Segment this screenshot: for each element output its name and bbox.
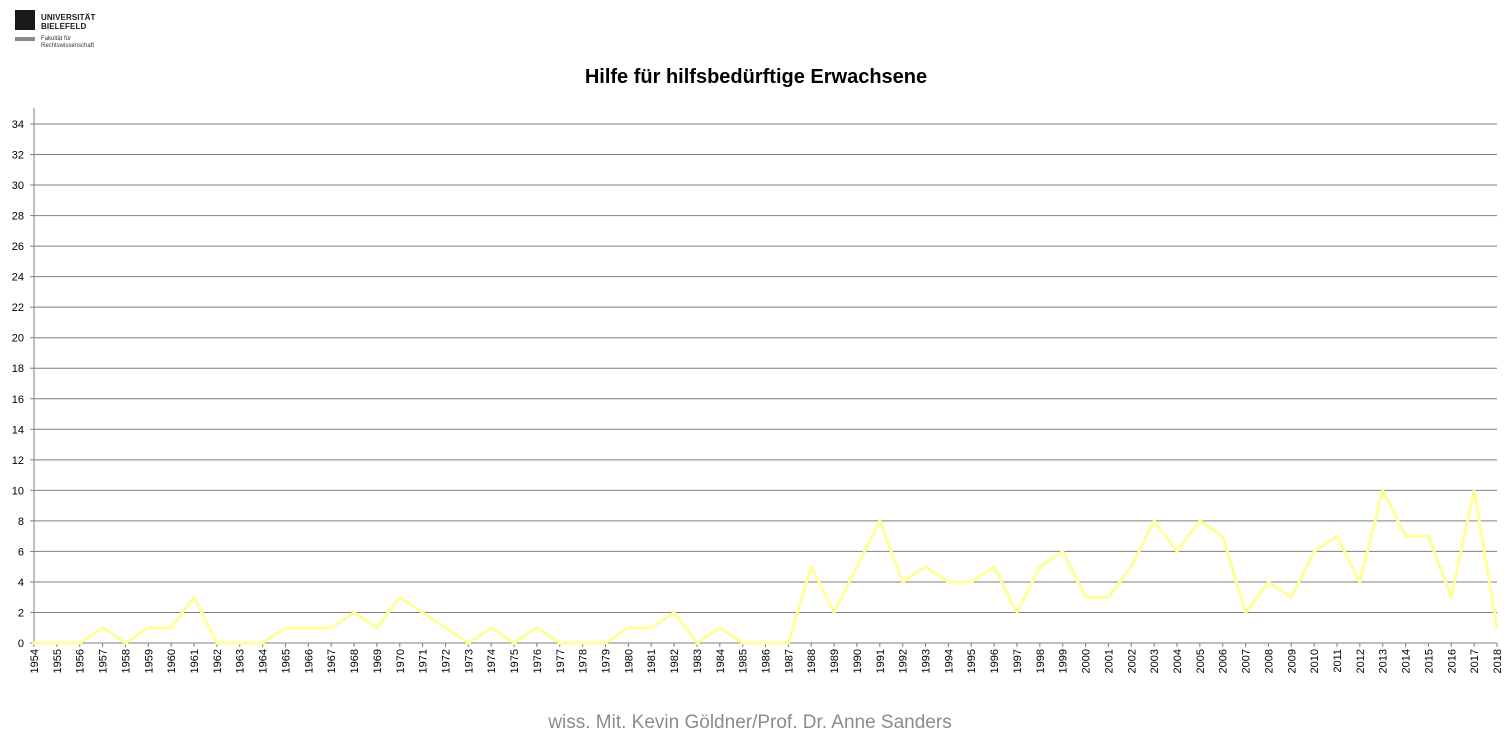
- y-tick-label: 4: [18, 577, 24, 589]
- x-tick-label: 1956: [75, 649, 87, 673]
- x-tick-label: 1955: [52, 649, 64, 673]
- chart-title: Hilfe für hilfsbedürftige Erwachsene: [584, 66, 928, 88]
- y-tick-label: 0: [18, 638, 24, 650]
- x-tick-label: 2017: [1469, 649, 1481, 673]
- x-tick-label: 1969: [372, 649, 384, 673]
- x-tick-label: 1971: [418, 649, 430, 673]
- y-tick-label: 28: [12, 211, 24, 223]
- y-tick-label: 30: [12, 180, 24, 192]
- x-tick-label: 2009: [1286, 649, 1298, 673]
- x-axis-ticks: 1954 1955 1956 1957 1958 1959 1960 1961 1962 1963…: [29, 643, 1504, 673]
- x-tick-label: 1997: [1012, 649, 1024, 673]
- x-tick-label: 1987: [783, 649, 795, 673]
- x-tick-label: 2010: [1309, 649, 1321, 673]
- x-tick-label: 1982: [669, 649, 681, 673]
- y-tick-label: 12: [12, 455, 24, 467]
- y-tick-label: 14: [12, 424, 24, 436]
- chart-axes: [33, 108, 1497, 644]
- x-tick-label: 1975: [509, 649, 521, 673]
- x-tick-label: 2002: [1126, 649, 1138, 673]
- x-tick-label: 1973: [463, 649, 475, 673]
- x-tick-label: 1991: [875, 649, 887, 673]
- y-tick-label: 20: [12, 333, 24, 345]
- y-tick-label: 18: [12, 363, 24, 375]
- x-tick-label: 1990: [852, 649, 864, 673]
- x-tick-label: 1986: [761, 649, 773, 673]
- x-tick-label: 1976: [532, 649, 544, 673]
- x-tick-label: 1962: [212, 649, 224, 673]
- y-tick-label: 22: [12, 302, 24, 314]
- x-tick-label: 2013: [1378, 649, 1390, 673]
- x-tick-label: 2003: [1149, 649, 1161, 673]
- x-tick-label: 1963: [235, 649, 247, 673]
- x-tick-label: 1993: [921, 649, 933, 673]
- x-tick-label: 2005: [1195, 649, 1207, 673]
- x-tick-label: 1957: [98, 649, 110, 673]
- x-tick-label: 1988: [806, 649, 818, 673]
- x-tick-label: 1972: [440, 649, 452, 673]
- x-tick-label: 2004: [1172, 649, 1184, 673]
- x-tick-label: 1966: [303, 649, 315, 673]
- x-tick-label: 1961: [189, 649, 201, 673]
- x-tick-label: 1979: [600, 649, 612, 673]
- y-tick-label: 34: [12, 119, 24, 131]
- x-tick-label: 2006: [1218, 649, 1230, 673]
- x-tick-label: 2008: [1263, 649, 1275, 673]
- x-tick-label: 1994: [943, 649, 955, 673]
- x-tick-label: 1958: [120, 649, 132, 673]
- x-tick-label: 1959: [143, 649, 155, 673]
- chart-gridlines: [34, 123, 1497, 613]
- x-tick-label: 1978: [578, 649, 590, 673]
- x-tick-label: 1980: [623, 649, 635, 673]
- x-tick-label: 1998: [1035, 649, 1047, 673]
- x-tick-label: 1968: [349, 649, 361, 673]
- logo-faculty-text: Fakultät für: [41, 36, 72, 42]
- x-tick-label: 2014: [1401, 649, 1413, 673]
- university-logo: UNIVERSITÄT BIELEFELD Fakultät für Recht…: [14, 10, 114, 52]
- x-tick-label: 1996: [989, 649, 1001, 673]
- y-tick-label: 10: [12, 485, 24, 497]
- series-line: [32, 488, 1499, 645]
- x-tick-label: 1995: [966, 649, 978, 673]
- x-tick-label: 2001: [1103, 649, 1115, 673]
- x-tick-label: 2000: [1081, 649, 1093, 673]
- x-tick-label: 2016: [1446, 649, 1458, 673]
- x-tick-label: 1983: [692, 649, 704, 673]
- y-tick-label: 2: [18, 607, 24, 619]
- x-tick-label: 1981: [646, 649, 658, 673]
- x-tick-label: 1965: [280, 649, 292, 673]
- x-tick-label: 1960: [166, 649, 178, 673]
- x-tick-label: 1989: [829, 649, 841, 673]
- y-tick-label: 6: [18, 546, 24, 558]
- logo-faculty-name-text: Rechtswissenschaft: [41, 43, 95, 49]
- x-tick-label: 1977: [555, 649, 567, 673]
- x-tick-label: 1992: [898, 649, 910, 673]
- x-tick-label: 1974: [486, 649, 498, 673]
- y-tick-label: 26: [12, 241, 24, 253]
- x-tick-label: 1967: [326, 649, 338, 673]
- x-tick-label: 2012: [1355, 649, 1367, 673]
- x-tick-label: 2015: [1423, 649, 1435, 673]
- chart-series: [32, 488, 1499, 645]
- x-tick-label: 2018: [1492, 649, 1504, 673]
- logo-city-text: BIELEFELD: [41, 22, 87, 31]
- footer-credit: wiss. Mit. Kevin Göldner/Prof. Dr. Anne …: [548, 712, 952, 733]
- y-tick-label: 8: [18, 516, 24, 528]
- logo-university-text: UNIVERSITÄT: [41, 13, 96, 22]
- y-tick-label: 32: [12, 150, 24, 162]
- x-tick-label: 1984: [715, 649, 727, 673]
- x-tick-label: 1970: [395, 649, 407, 673]
- y-tick-label: 16: [12, 394, 24, 406]
- x-tick-label: 2007: [1241, 649, 1253, 673]
- x-tick-label: 2011: [1332, 649, 1344, 673]
- x-tick-label: 1985: [738, 649, 750, 673]
- x-tick-label: 1964: [258, 649, 270, 673]
- logo-square-icon: [15, 10, 35, 30]
- x-tick-label: 1999: [1058, 649, 1070, 673]
- x-tick-label: 1954: [29, 649, 41, 673]
- logo-bar-icon: [15, 37, 35, 41]
- y-tick-label: 24: [12, 272, 24, 284]
